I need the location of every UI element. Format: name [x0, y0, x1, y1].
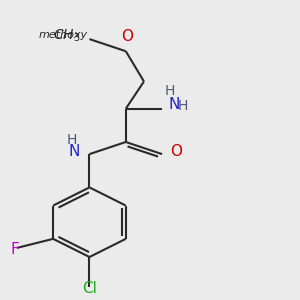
Text: N: N [68, 145, 80, 160]
Text: H: H [178, 99, 188, 113]
Text: H: H [66, 133, 77, 146]
Text: $CH_3$: $CH_3$ [53, 28, 80, 44]
Text: Cl: Cl [82, 281, 97, 296]
Text: O: O [171, 144, 183, 159]
Text: methoxy: methoxy [39, 30, 88, 40]
Text: O: O [121, 28, 133, 44]
Text: F: F [11, 242, 20, 257]
Text: N: N [168, 97, 179, 112]
Text: H: H [164, 84, 175, 98]
